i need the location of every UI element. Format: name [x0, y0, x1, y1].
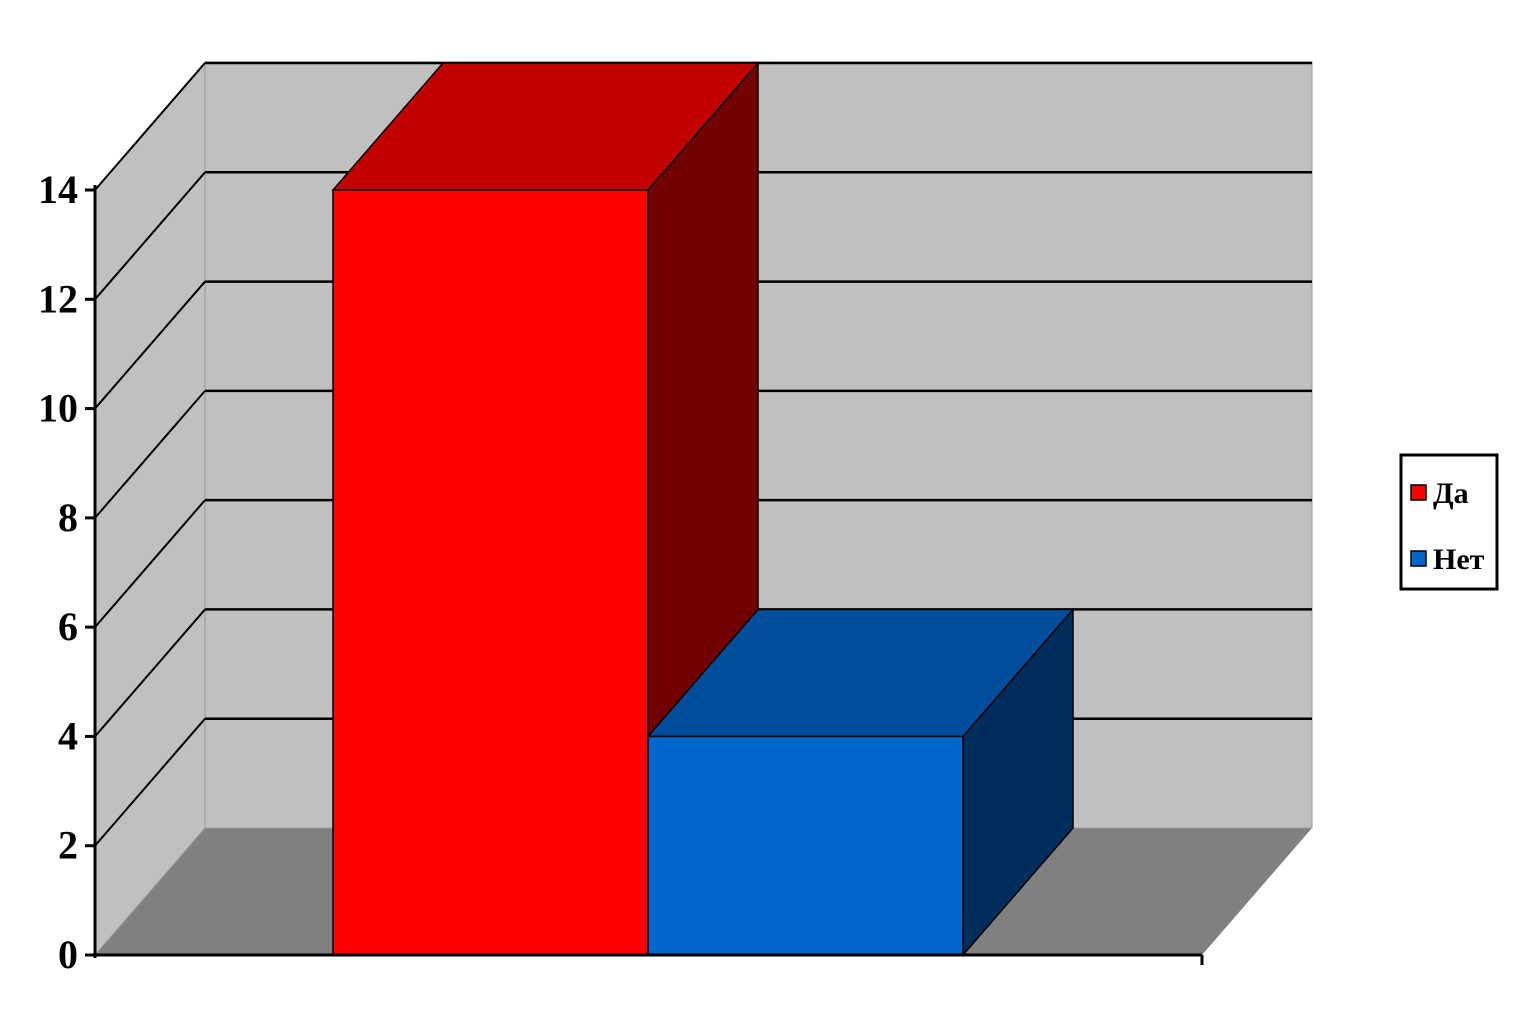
legend-swatch-net [1410, 550, 1427, 567]
gridline-side [94, 390, 206, 519]
y-tick-label: 12 [38, 276, 78, 321]
bar-net [646, 607, 1075, 958]
gridline-side [94, 171, 206, 300]
bars [331, 60, 1075, 958]
y-tick-label: 14 [38, 167, 78, 212]
y-tick-label: 4 [58, 713, 78, 758]
gridline-side [94, 62, 206, 191]
bar-front-face [332, 189, 649, 956]
gridline-side [94, 280, 206, 410]
legend-label-da: Да [1433, 477, 1469, 510]
gridline-side [94, 718, 206, 847]
y-tick-label: 8 [58, 495, 78, 540]
y-tick-label: 2 [58, 823, 78, 868]
gridline-side [94, 499, 206, 628]
bar-front-face [647, 735, 964, 956]
legend-box [1399, 453, 1499, 591]
gridline-side [94, 608, 206, 738]
y-tick-label: 6 [58, 604, 78, 649]
legend-label-net: Нет [1433, 543, 1485, 576]
bar-da [331, 60, 760, 958]
legend: Да Нет [1399, 453, 1499, 591]
y-tick-label: 0 [58, 932, 78, 977]
legend-swatch-da [1410, 484, 1427, 501]
side-wall [94, 60, 206, 957]
y-axis-ticks: 0 2 4 6 8 10 12 14 [38, 167, 95, 977]
y-tick-label: 10 [38, 386, 78, 431]
